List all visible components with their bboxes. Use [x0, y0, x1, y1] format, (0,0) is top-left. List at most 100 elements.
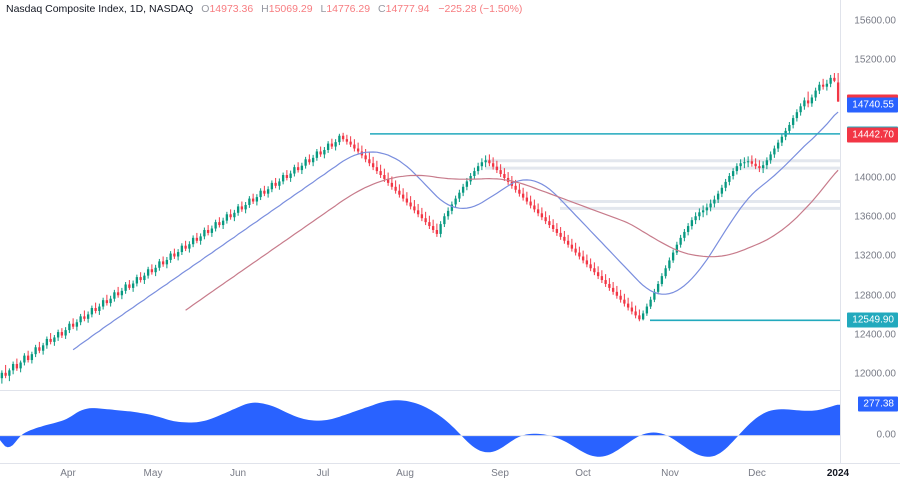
candle-body	[761, 165, 765, 169]
candle-body	[525, 197, 529, 202]
ma-fast-line	[72, 111, 839, 351]
candle-body	[371, 163, 375, 168]
candle-body	[821, 84, 825, 87]
candle-body	[394, 186, 397, 191]
candle-body	[4, 372, 7, 376]
price-axis[interactable]: 15600.00 15200.00 14000.00 13600.00 13200.00…	[840, 0, 900, 463]
candle-body	[64, 330, 67, 336]
candle-body	[574, 248, 577, 253]
price-axis-tick: 13600.00	[854, 211, 896, 223]
candle-body	[446, 210, 450, 217]
candle-body	[570, 244, 574, 249]
candle-body	[634, 311, 637, 316]
time-axis-tick: Oct	[575, 468, 591, 479]
time-axis-tick: May	[143, 468, 163, 479]
candle-body	[484, 160, 487, 163]
candle-body	[169, 253, 172, 260]
price-axis-tick: 12400.00	[854, 329, 896, 341]
candle-body	[735, 166, 739, 172]
candle-body	[626, 303, 630, 308]
price-axis-tick: 15200.00	[854, 54, 896, 66]
candle-body	[154, 267, 157, 273]
candle-body	[600, 276, 604, 281]
candle-body	[499, 170, 502, 175]
candle-body	[165, 259, 169, 265]
candle-body	[724, 181, 727, 188]
candle-body	[330, 143, 334, 147]
indicator-value-badge[interactable]: 277.38	[858, 396, 898, 412]
legend-symbol-title[interactable]: Nasdaq Composite Index, 1D, NASDAQ	[6, 3, 194, 15]
candle-body	[480, 162, 484, 167]
ma-slow-badge[interactable]: 14442.70	[847, 127, 898, 142]
candle-body	[754, 163, 757, 167]
candle-body	[248, 198, 251, 205]
candle-body	[559, 232, 562, 237]
candle-body	[413, 206, 416, 211]
price-axis-tick: 12800.00	[854, 290, 896, 302]
candle-body	[548, 221, 551, 226]
candle-body	[563, 236, 566, 241]
candle-body	[311, 157, 315, 163]
ma-fast-badge[interactable]: 14740.55	[847, 97, 898, 113]
candle-body	[364, 155, 367, 160]
candle-body	[53, 337, 56, 342]
candle-body	[795, 112, 799, 119]
price-chart-svg	[0, 73, 840, 384]
candle-body	[131, 283, 135, 288]
candle-body	[656, 283, 660, 292]
candle-body	[79, 316, 82, 323]
candle-body	[60, 332, 64, 336]
candle-body	[529, 201, 532, 206]
candle-body	[814, 90, 817, 98]
candle-body	[289, 173, 292, 178]
candle-body	[266, 189, 270, 194]
candle-body	[454, 198, 457, 205]
candle-body	[649, 299, 652, 307]
indicator-zero-label: 0.00	[876, 429, 896, 441]
candle-body	[690, 220, 694, 227]
time-axis-tick: Aug	[396, 468, 414, 479]
price-pane[interactable]	[0, 16, 840, 389]
support-badge[interactable]: 12549.90	[847, 312, 898, 328]
candle-body	[334, 142, 337, 147]
candle-body	[533, 205, 536, 210]
candle-body	[615, 291, 619, 296]
candle-body	[645, 306, 649, 314]
candle-body	[630, 307, 634, 312]
candle-body	[428, 222, 431, 227]
candle-body	[773, 148, 776, 155]
candle-body	[30, 354, 34, 361]
price-axis-tick: 12000.00	[854, 368, 896, 380]
candle-body	[758, 166, 761, 169]
candle-body	[551, 225, 555, 230]
candle-body	[536, 209, 540, 214]
indicator-pane[interactable]	[0, 390, 840, 463]
candle-body	[791, 118, 795, 125]
candle-body	[825, 83, 829, 87]
candle-body	[593, 268, 596, 273]
candle-body	[386, 178, 390, 183]
candle-body	[236, 206, 240, 213]
candle-body	[251, 198, 255, 202]
candle-body	[619, 295, 622, 300]
candle-body	[581, 256, 585, 261]
candle-body	[105, 300, 109, 304]
candle-body	[833, 77, 836, 81]
candle-body	[818, 84, 821, 91]
candle-body	[705, 207, 709, 211]
candle-body	[274, 182, 277, 186]
candle-body	[90, 308, 94, 315]
candle-body	[450, 204, 454, 211]
candle-body	[146, 269, 150, 276]
candle-body	[514, 185, 517, 190]
candle-body	[214, 222, 217, 229]
candle-body	[173, 253, 176, 257]
time-axis[interactable]: Apr May Jun Jul Aug Sep Oct Nov Dec 2024	[0, 463, 900, 483]
indicator-chart-svg	[0, 400, 840, 457]
candle-body	[698, 212, 701, 217]
candle-body	[683, 231, 686, 238]
candle-body	[49, 338, 52, 342]
time-axis-tick: Jun	[229, 468, 247, 479]
candle-body	[116, 292, 120, 296]
